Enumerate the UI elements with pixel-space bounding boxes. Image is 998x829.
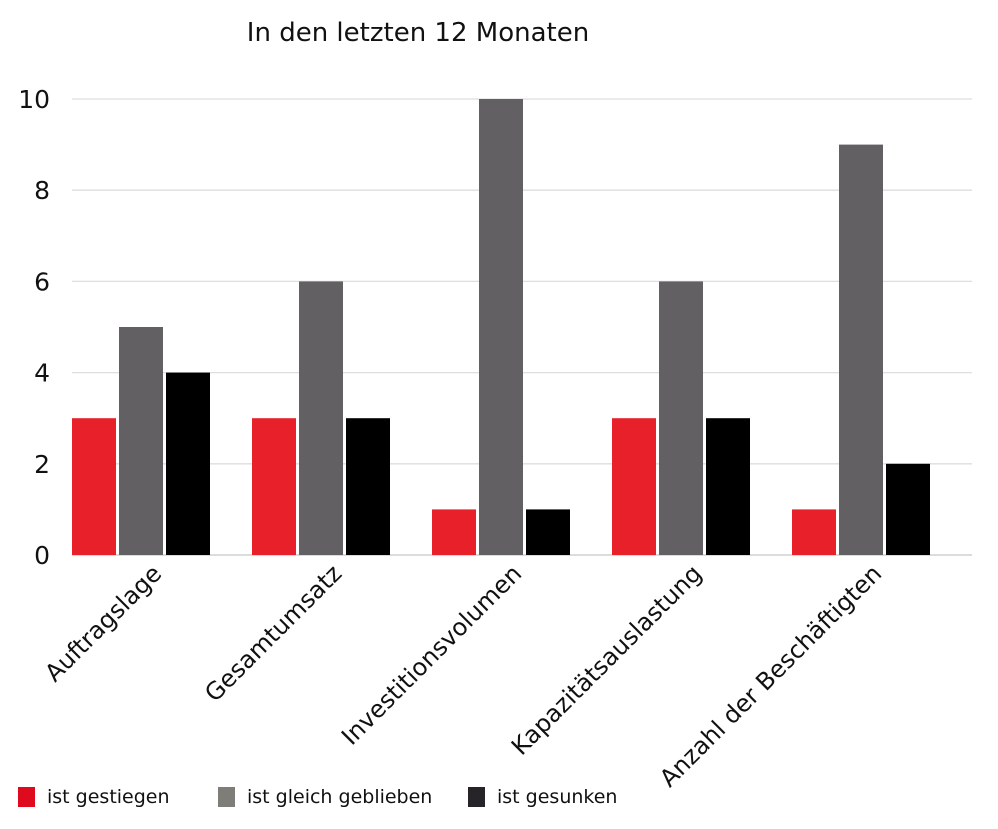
x-tick-label: Gesamtumsatz	[199, 559, 347, 707]
bar	[252, 418, 296, 555]
y-tick-label: 0	[34, 541, 50, 570]
x-tick-label: Investitionsvolumen	[336, 559, 527, 750]
bar	[526, 509, 570, 555]
legend-swatch	[468, 787, 485, 807]
legend-label: ist gleich geblieben	[247, 786, 433, 808]
bar	[706, 418, 750, 555]
legend-swatch	[18, 787, 35, 807]
legend-swatch	[218, 787, 235, 807]
bar	[612, 418, 656, 555]
legend-item-gestiegen: ist gestiegen	[18, 786, 170, 808]
x-tick-label: Auftragslage	[39, 559, 167, 687]
bar	[479, 99, 523, 555]
bar	[839, 144, 883, 555]
chart-title: In den letzten 12 Monaten	[246, 18, 590, 48]
bar	[346, 418, 390, 555]
legend-label: ist gesunken	[497, 786, 618, 808]
bar	[166, 372, 210, 555]
legend-item-gesunken: ist gesunken	[468, 786, 617, 808]
legend-item-gleich: ist gleich geblieben	[218, 786, 432, 808]
y-tick-label: 4	[34, 359, 50, 388]
bar	[792, 509, 836, 555]
bar	[119, 327, 163, 555]
bar	[432, 509, 476, 555]
bar	[886, 463, 930, 555]
y-tick-label: 10	[18, 85, 50, 114]
bar	[72, 418, 116, 555]
y-tick-label: 2	[34, 450, 50, 479]
y-tick-label: 6	[34, 267, 50, 296]
legend-label: ist gestiegen	[47, 786, 170, 808]
bar	[299, 281, 343, 555]
bar	[659, 281, 703, 555]
x-tick-label: Kapazitätsauslastung	[506, 559, 707, 760]
y-tick-label: 8	[34, 176, 50, 205]
